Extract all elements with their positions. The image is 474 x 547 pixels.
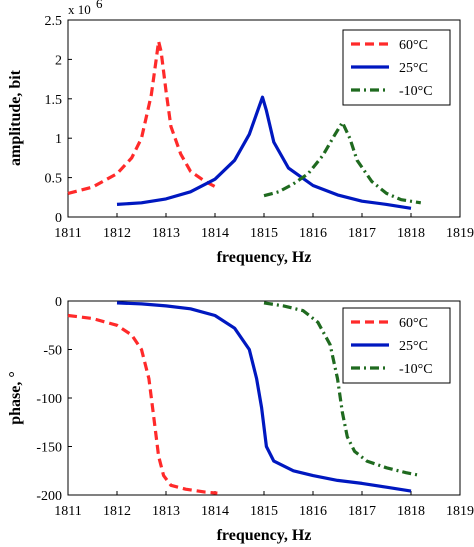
legend-label-3: -10°C xyxy=(399,362,433,377)
x-tick-label: 1816 xyxy=(299,226,327,241)
y-tick-label: -100 xyxy=(36,392,62,407)
amplitude-chart: 1811 1812 1813 1814 1815 1816 1817 1818 1819 0 0.5… xyxy=(7,0,474,266)
y-tick-label: 0.5 xyxy=(45,172,63,187)
x-tick-label: 1813 xyxy=(152,504,180,519)
x-tick-label: 1812 xyxy=(103,504,131,519)
y-tick-label: 2.5 xyxy=(45,14,63,29)
y-axis-label: amplitude, bit xyxy=(7,69,24,166)
y-tick-label: -50 xyxy=(43,344,62,359)
series-line-3 xyxy=(263,120,422,205)
y-tick-label: 2 xyxy=(55,53,62,68)
legend: 60°C 25°C -10°C xyxy=(342,307,451,384)
legend-label-3: -10°C xyxy=(399,84,433,99)
legend: 60°C 25°C -10°C xyxy=(342,29,451,106)
series-line-2 xyxy=(116,95,412,210)
phase-chart: 1811 1812 1813 1814 1815 1816 1817 1818 1819 0 -50… xyxy=(7,295,474,544)
x-tick-label: 1813 xyxy=(152,226,180,241)
x-axis-label: frequency, Hz xyxy=(217,527,312,544)
y-tick-label: 1.5 xyxy=(45,93,63,108)
x-tick-label: 1817 xyxy=(348,226,376,241)
series-line-1 xyxy=(67,313,218,495)
legend-label-1: 60°C xyxy=(399,38,428,53)
legend-label-2: 25°C xyxy=(399,61,428,76)
x-tick-label: 1814 xyxy=(201,504,229,519)
y-tick-label: 0 xyxy=(55,295,62,310)
legend-label-1: 60°C xyxy=(399,316,428,331)
series-group xyxy=(67,301,422,495)
x-tick-label: 1819 xyxy=(446,226,474,241)
y-tick-label: -200 xyxy=(36,489,62,504)
x-tick-label: 1815 xyxy=(250,504,278,519)
x-axis-label: frequency, Hz xyxy=(217,249,312,266)
x-tick-label: 1818 xyxy=(397,226,425,241)
x-tick-label: 1817 xyxy=(348,504,376,519)
series-line-2 xyxy=(116,301,412,493)
series-line-1 xyxy=(67,39,219,195)
y-tick-label: 0 xyxy=(55,211,62,226)
x-tick-label: 1812 xyxy=(103,226,131,241)
legend-label-2: 25°C xyxy=(399,339,428,354)
y-multiplier-exponent: 6 xyxy=(96,0,103,11)
tick-group: 1811 1812 1813 1814 1815 1816 1817 1818 1819 0 0.5… xyxy=(45,14,474,241)
y-tick-label: 1 xyxy=(55,132,62,147)
y-axis-label: phase, ° xyxy=(7,371,24,425)
x-tick-label: 1819 xyxy=(446,504,474,519)
x-tick-label: 1818 xyxy=(397,504,425,519)
tick-group: 1811 1812 1813 1814 1815 1816 1817 1818 1819 0 -50… xyxy=(36,295,474,519)
x-tick-label: 1811 xyxy=(54,504,81,519)
series-group xyxy=(67,39,422,210)
series-line-3 xyxy=(263,301,422,478)
x-tick-label: 1815 xyxy=(250,226,278,241)
x-tick-label: 1816 xyxy=(299,504,327,519)
y-tick-label: -150 xyxy=(36,441,62,456)
y-multiplier: x 10 xyxy=(68,2,91,17)
x-tick-label: 1814 xyxy=(201,226,229,241)
x-tick-label: 1811 xyxy=(54,226,81,241)
